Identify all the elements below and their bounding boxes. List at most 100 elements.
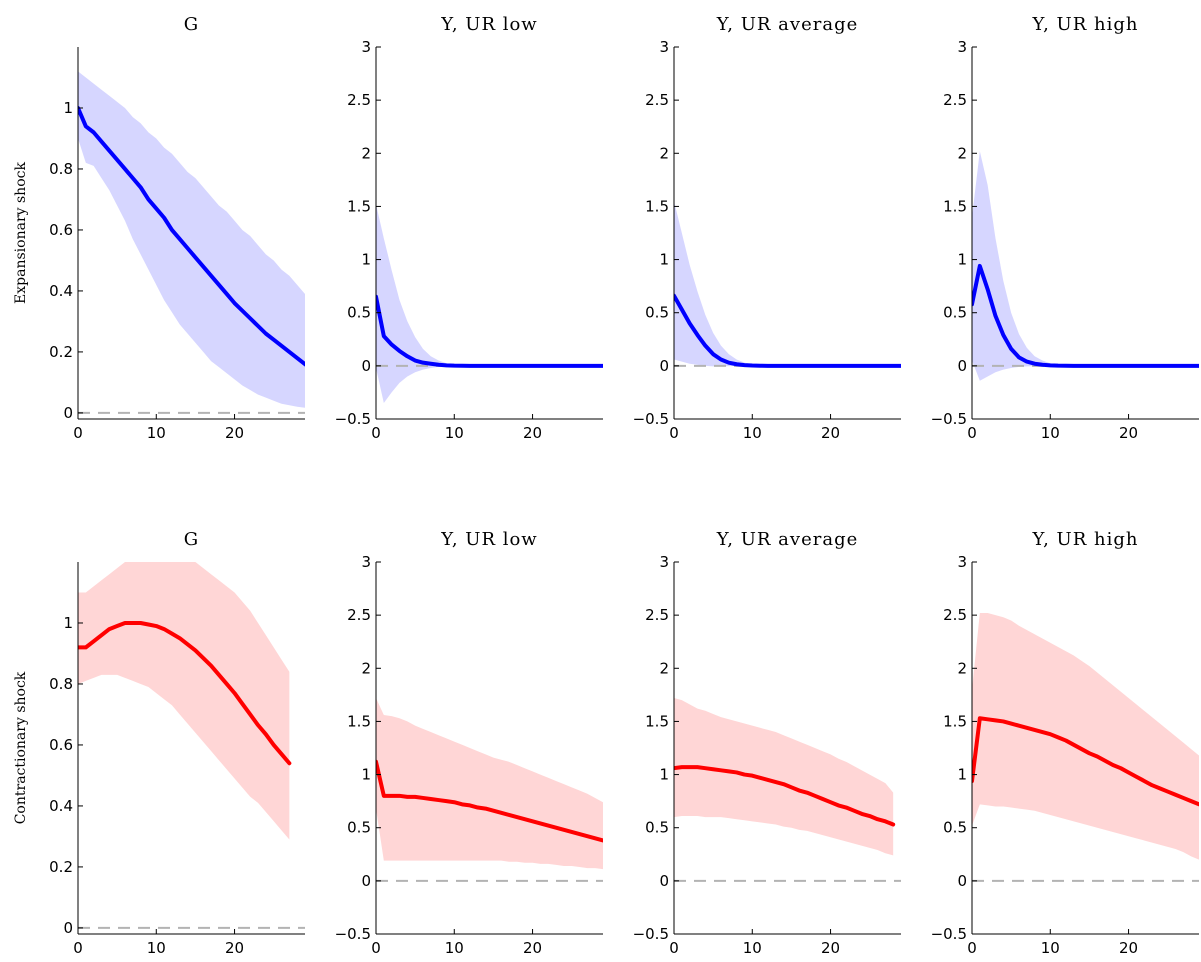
x-tick-label: 10	[743, 424, 762, 442]
panel-expansionary-3: −0.500.511.522.530 10 20Y, UR high	[931, 14, 1199, 442]
x-tick-label: 10	[445, 939, 464, 957]
x-tick-label: 0	[967, 424, 977, 442]
y-tick-label: 0	[659, 357, 669, 375]
y-tick-label: 0.5	[943, 304, 967, 322]
confidence-band	[674, 698, 894, 856]
y-tick-label: 3	[957, 553, 967, 571]
y-tick-label: 3	[361, 553, 371, 571]
y-tick-label: −0.5	[931, 410, 967, 428]
y-tick-label: 2	[957, 659, 967, 677]
x-tick-label: 10	[1041, 939, 1060, 957]
y-tick-label: 0.2	[49, 858, 73, 876]
y-tick-label: 3	[361, 38, 371, 56]
irf-line	[78, 620, 292, 766]
irf-line	[376, 294, 603, 368]
irf-line	[674, 293, 901, 368]
y-tick-label: 2	[361, 659, 371, 677]
y-tick-label: 3	[659, 553, 669, 571]
y-tick-label: 0.6	[49, 736, 73, 754]
y-tick-label: 2.5	[347, 606, 371, 624]
y-tick-label: 1	[63, 614, 73, 632]
x-tick-label: 0	[371, 939, 381, 957]
y-tick-label: 2	[957, 144, 967, 162]
y-tick-label: −0.5	[633, 410, 669, 428]
panel-title: Y, UR low	[440, 529, 537, 550]
x-tick-label: 10	[743, 939, 762, 957]
y-tick-label: 1	[659, 251, 669, 269]
x-tick-label: 20	[225, 424, 244, 442]
row-label: Expansionary shock	[13, 162, 29, 304]
y-tick-label: 2.5	[943, 606, 967, 624]
y-tick-label: 0	[957, 872, 967, 890]
y-tick-label: 0	[957, 357, 967, 375]
x-tick-label: 0	[669, 424, 679, 442]
y-tick-label: 1.5	[645, 197, 669, 215]
confidence-band	[376, 204, 603, 404]
x-tick-label: 10	[445, 424, 464, 442]
x-tick-label: 20	[821, 939, 840, 957]
panel-contractionary-1: −0.500.511.522.530 10 20Y, UR low	[335, 529, 603, 957]
irf-line	[376, 759, 603, 843]
y-tick-label: 2	[659, 144, 669, 162]
irf-line	[972, 263, 1199, 368]
y-tick-label: 0	[659, 872, 669, 890]
panel-contractionary-2: −0.500.511.522.530 10 20Y, UR average	[633, 529, 901, 957]
y-tick-label: 1.5	[347, 712, 371, 730]
y-tick-label: 0.5	[943, 819, 967, 837]
y-tick-label: 3	[957, 38, 967, 56]
y-tick-label: 0.4	[49, 797, 73, 815]
x-tick-label: 0	[73, 939, 83, 957]
y-tick-label: 2	[659, 659, 669, 677]
y-tick-label: 2.5	[943, 91, 967, 109]
panel-title: Y, UR average	[716, 14, 859, 35]
x-tick-label: 20	[1119, 424, 1138, 442]
y-tick-label: 0.8	[49, 160, 73, 178]
plot-area	[78, 562, 305, 929]
panel-title: G	[184, 529, 199, 550]
x-tick-label: 20	[821, 424, 840, 442]
x-tick-label: 0	[73, 424, 83, 442]
y-tick-label: 1	[361, 251, 371, 269]
y-tick-label: 1.5	[943, 197, 967, 215]
y-tick-label: 1	[361, 766, 371, 784]
x-tick-label: 0	[967, 939, 977, 957]
confidence-band	[674, 201, 901, 367]
x-tick-label: 20	[225, 939, 244, 957]
confidence-band	[376, 698, 603, 870]
x-tick-label: 0	[371, 424, 381, 442]
y-tick-label: 2	[361, 144, 371, 162]
y-tick-label: 0.5	[347, 304, 371, 322]
y-tick-label: 0.6	[49, 221, 73, 239]
y-tick-label: 1.5	[645, 712, 669, 730]
x-tick-label: 0	[669, 939, 679, 957]
y-tick-label: 0	[361, 357, 371, 375]
y-tick-label: 1	[957, 766, 967, 784]
y-tick-label: 1.5	[347, 197, 371, 215]
plot-area	[972, 613, 1199, 882]
y-tick-label: −0.5	[335, 410, 371, 428]
y-tick-label: 1	[957, 251, 967, 269]
y-tick-label: 2.5	[347, 91, 371, 109]
panel-expansionary-2: −0.500.511.522.530 10 20Y, UR average	[633, 14, 901, 442]
y-tick-label: 0.4	[49, 282, 73, 300]
x-tick-label: 20	[523, 939, 542, 957]
y-tick-label: −0.5	[335, 925, 371, 943]
x-tick-label: 10	[147, 939, 166, 957]
y-tick-label: 2.5	[645, 91, 669, 109]
confidence-band	[972, 613, 1199, 860]
y-tick-label: −0.5	[931, 925, 967, 943]
y-tick-label: 0.8	[49, 675, 73, 693]
confidence-band	[78, 562, 290, 840]
confidence-band	[972, 151, 1199, 381]
plot-area	[674, 698, 901, 882]
x-tick-label: 20	[523, 424, 542, 442]
y-tick-label: 1	[63, 99, 73, 117]
panel-title: Y, UR low	[440, 14, 537, 35]
y-tick-label: 3	[659, 38, 669, 56]
panel-title: G	[184, 14, 199, 35]
y-tick-label: 0	[63, 404, 73, 422]
panel-title: Y, UR average	[716, 529, 859, 550]
panel-contractionary-3: −0.500.511.522.530 10 20Y, UR high	[931, 529, 1199, 957]
plot-area	[78, 71, 305, 414]
